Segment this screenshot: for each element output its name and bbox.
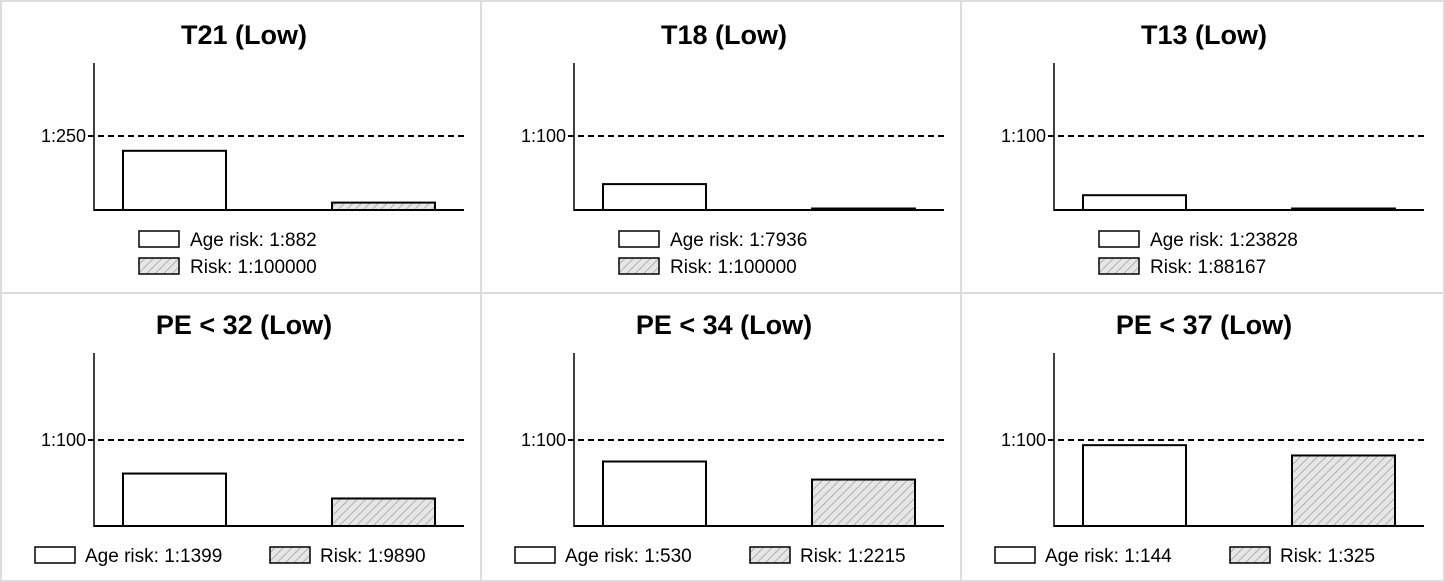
age-risk-bar	[1082, 444, 1187, 527]
legend-label-risk: Risk: 1:100000	[190, 257, 317, 278]
chart-panel-t21: T21 (Low) 1:250 Age risk: 1:882 Risk: 1:100…	[0, 0, 482, 294]
legend-swatch-age	[138, 230, 180, 248]
chart-svg: T18 (Low) 1:100 Age risk: 1:7936 Risk: 1:10…	[521, 20, 944, 278]
threshold-label: 1:100	[1001, 430, 1046, 450]
legend-label-age: Age risk: 1:7936	[670, 230, 807, 251]
threshold-label: 1:250	[41, 126, 86, 146]
age-risk-bar	[1082, 194, 1187, 211]
legend-label-risk: Risk: 1:9890	[320, 546, 426, 567]
legend-swatch-risk	[269, 546, 311, 564]
risk-bar	[1291, 454, 1396, 527]
threshold-label: 1:100	[521, 126, 566, 146]
legend-label-risk: Risk: 1:325	[1280, 546, 1375, 567]
legend-label-age: Age risk: 1:23828	[1150, 230, 1298, 251]
legend-swatch-risk	[1229, 546, 1271, 564]
chart-svg: T13 (Low) 1:100 Age risk: 1:23828 Risk: 1:8…	[1001, 20, 1424, 278]
legend-label-risk: Risk: 1:100000	[670, 257, 797, 278]
risk-bar	[811, 478, 916, 527]
legend-swatch-risk	[618, 257, 660, 275]
legend-swatch-risk	[138, 257, 180, 275]
risk-bar	[331, 497, 436, 527]
legend-label-age: Age risk: 1:882	[190, 230, 317, 251]
legend-swatch-age	[994, 546, 1036, 564]
threshold-label: 1:100	[1001, 126, 1046, 146]
risk-bar	[811, 207, 916, 211]
threshold-label: 1:100	[521, 430, 566, 450]
legend-swatch-age	[618, 230, 660, 248]
age-risk-bar	[122, 149, 227, 212]
chart-title: T18 (Low)	[661, 20, 787, 50]
chart-svg: T21 (Low) 1:250 Age risk: 1:882 Risk: 1:100…	[41, 20, 464, 278]
legend-swatch-age	[34, 546, 76, 564]
chart-svg: PE < 34 (Low) 1:100 Age risk: 1:530 Risk: 1…	[514, 310, 944, 567]
legend-label-risk: Risk: 1:88167	[1150, 257, 1266, 278]
chart-title: T21 (Low)	[181, 20, 307, 50]
legend-swatch-age	[1098, 230, 1140, 248]
chart-panel-pe32: PE < 32 (Low) 1:100 Age risk: 1:1399 Risk: …	[0, 292, 482, 582]
chart-panel-t18: T18 (Low) 1:100 Age risk: 1:7936 Risk: 1:10…	[480, 0, 962, 294]
legend-label-age: Age risk: 1:530	[565, 546, 692, 567]
age-risk-bar	[602, 183, 707, 212]
chart-title: PE < 34 (Low)	[636, 310, 812, 340]
legend-swatch-risk	[749, 546, 791, 564]
legend-label-age: Age risk: 1:144	[1045, 546, 1172, 567]
chart-panel-pe37: PE < 37 (Low) 1:100 Age risk: 1:144 Risk: 1…	[960, 292, 1445, 582]
legend-swatch-age	[514, 546, 556, 564]
legend-label-age: Age risk: 1:1399	[85, 546, 222, 567]
chart-title: PE < 37 (Low)	[1116, 310, 1292, 340]
legend-swatch-risk	[1098, 257, 1140, 275]
chart-svg: PE < 32 (Low) 1:100 Age risk: 1:1399 Risk: …	[34, 310, 464, 567]
risk-bar	[331, 201, 436, 212]
age-risk-bar	[122, 472, 227, 527]
chart-svg: PE < 37 (Low) 1:100 Age risk: 1:144 Risk: 1…	[994, 310, 1424, 567]
chart-title: T13 (Low)	[1141, 20, 1267, 50]
chart-panel-t13: T13 (Low) 1:100 Age risk: 1:23828 Risk: 1:8…	[960, 0, 1445, 294]
chart-title: PE < 32 (Low)	[156, 310, 332, 340]
age-risk-bar	[602, 460, 707, 527]
threshold-label: 1:100	[41, 430, 86, 450]
chart-panel-pe34: PE < 34 (Low) 1:100 Age risk: 1:530 Risk: 1…	[480, 292, 962, 582]
legend-label-risk: Risk: 1:2215	[800, 546, 906, 567]
risk-bar	[1291, 207, 1396, 211]
